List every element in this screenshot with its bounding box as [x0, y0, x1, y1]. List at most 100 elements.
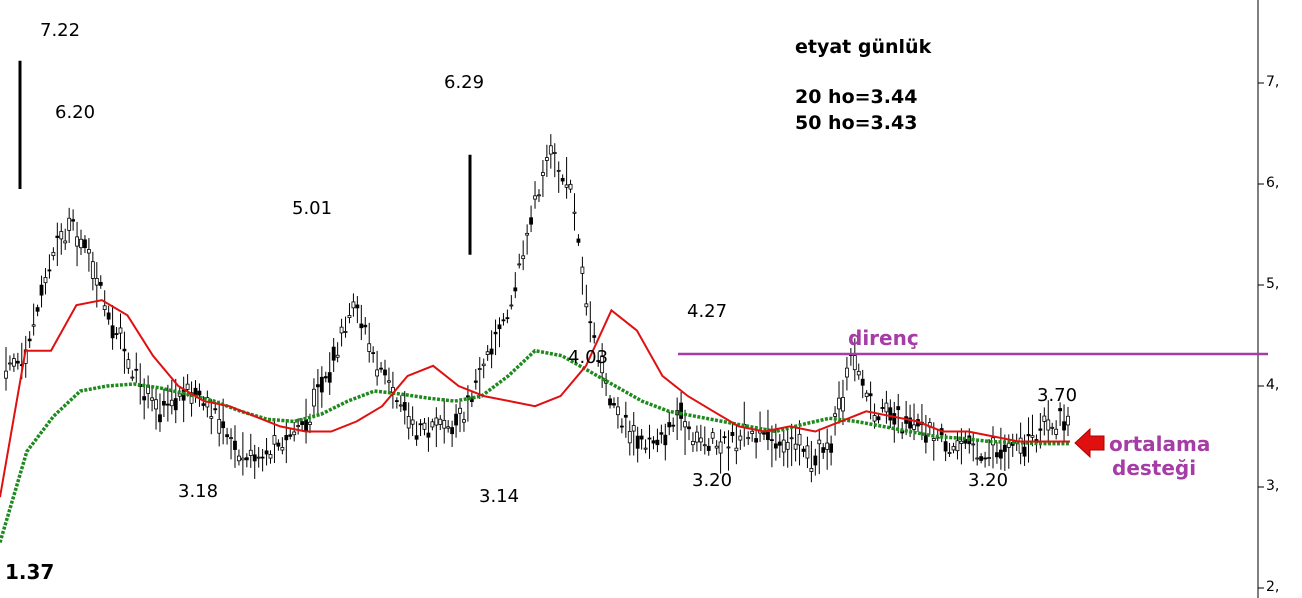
- candle-body: [469, 398, 474, 402]
- candle-body: [698, 437, 703, 443]
- candle-body: [31, 324, 36, 327]
- candle-body: [51, 251, 56, 257]
- candle-body: [805, 445, 810, 459]
- candle-body: [1006, 443, 1011, 448]
- candle-body: [67, 217, 72, 231]
- candle-body: [876, 416, 881, 421]
- candle-body: [154, 399, 158, 410]
- price-label-3-14: 3.14: [479, 486, 520, 507]
- candle-body: [213, 408, 218, 411]
- candle-body: [398, 404, 403, 407]
- candle-body: [1050, 426, 1055, 429]
- candle-body: [11, 358, 16, 367]
- candle-body: [387, 380, 391, 383]
- candle-body: [548, 145, 553, 155]
- candle-body: [446, 426, 451, 429]
- candle-body: [197, 390, 202, 396]
- candle-body: [165, 403, 170, 406]
- candle-body: [576, 238, 581, 243]
- candle-body: [777, 441, 782, 446]
- support-arrow-icon: [1074, 427, 1105, 459]
- price-label-3-20-b: 3.20: [968, 470, 1009, 491]
- candle-body: [872, 415, 877, 422]
- y-tick-5: 5,: [1266, 276, 1280, 292]
- candle-body: [667, 422, 672, 428]
- candle-body: [766, 431, 770, 441]
- candle-body: [110, 325, 115, 339]
- candle-body: [521, 255, 526, 259]
- candle-body: [27, 338, 32, 342]
- candle-body: [975, 457, 980, 460]
- candle-body: [173, 398, 178, 411]
- candle-body: [896, 406, 901, 411]
- candle-body: [304, 419, 308, 432]
- candle-body: [825, 442, 830, 450]
- candle-body: [379, 367, 383, 370]
- candle-body: [714, 445, 719, 449]
- candle-body: [580, 266, 585, 274]
- candle-body: [462, 419, 466, 423]
- candle-body: [323, 376, 328, 379]
- candle-body: [837, 397, 841, 410]
- candle-body: [987, 457, 991, 459]
- candle-body: [718, 441, 723, 454]
- candle-body: [734, 447, 739, 452]
- price-label-3-70: 3.70: [1037, 385, 1078, 406]
- candle-body: [671, 424, 676, 427]
- candle-body: [473, 380, 478, 383]
- candle-body: [1046, 419, 1051, 431]
- candle-body: [414, 435, 419, 440]
- price-label-7-22: 7.22: [40, 20, 81, 41]
- candle-body: [750, 430, 755, 434]
- candle-body: [367, 343, 372, 352]
- candle-body: [450, 427, 455, 435]
- candle-body: [773, 443, 778, 449]
- candle-body: [659, 432, 664, 435]
- candle-body: [955, 440, 960, 452]
- price-label-4-27: 4.27: [687, 301, 728, 322]
- candle-body: [150, 397, 154, 401]
- resistance-label: direnç: [848, 326, 919, 350]
- candle-body: [252, 454, 257, 462]
- candle-body: [702, 444, 707, 447]
- candle-body: [856, 370, 861, 376]
- candle-body: [134, 368, 139, 371]
- candle-body: [564, 184, 569, 188]
- candle-body: [785, 442, 790, 450]
- candle-body: [292, 431, 297, 436]
- candle-body: [347, 315, 352, 319]
- candle-body: [300, 421, 304, 425]
- candle-body: [158, 414, 162, 423]
- candle-body: [529, 217, 533, 225]
- candle-body: [833, 413, 837, 417]
- candle-body: [710, 432, 715, 439]
- candle-body: [90, 261, 95, 279]
- candle-body: [651, 440, 656, 444]
- candle-body: [201, 403, 206, 406]
- candle-body: [394, 400, 399, 402]
- candle-body: [233, 440, 237, 450]
- candle-body: [588, 321, 593, 324]
- candle-body: [655, 439, 660, 446]
- candle-body: [608, 398, 612, 406]
- candle-body: [568, 183, 573, 190]
- candle-body: [1058, 408, 1063, 412]
- candle-body: [130, 376, 135, 379]
- candle-body: [284, 435, 289, 441]
- candle-body: [612, 403, 616, 406]
- candle-body: [426, 432, 431, 438]
- candle-body: [375, 369, 380, 377]
- candle-body: [971, 443, 976, 446]
- candle-body: [343, 331, 348, 333]
- candle-body: [552, 152, 557, 154]
- candle-body: [485, 351, 490, 355]
- candle-body: [860, 378, 865, 386]
- candle-body: [560, 177, 565, 182]
- candle-body: [789, 437, 794, 440]
- candle-body: [339, 326, 344, 334]
- candle-body: [15, 360, 20, 364]
- price-label-3-18: 3.18: [178, 481, 219, 502]
- price-label-1-37: 1.37: [5, 560, 55, 584]
- candle-body: [663, 434, 668, 446]
